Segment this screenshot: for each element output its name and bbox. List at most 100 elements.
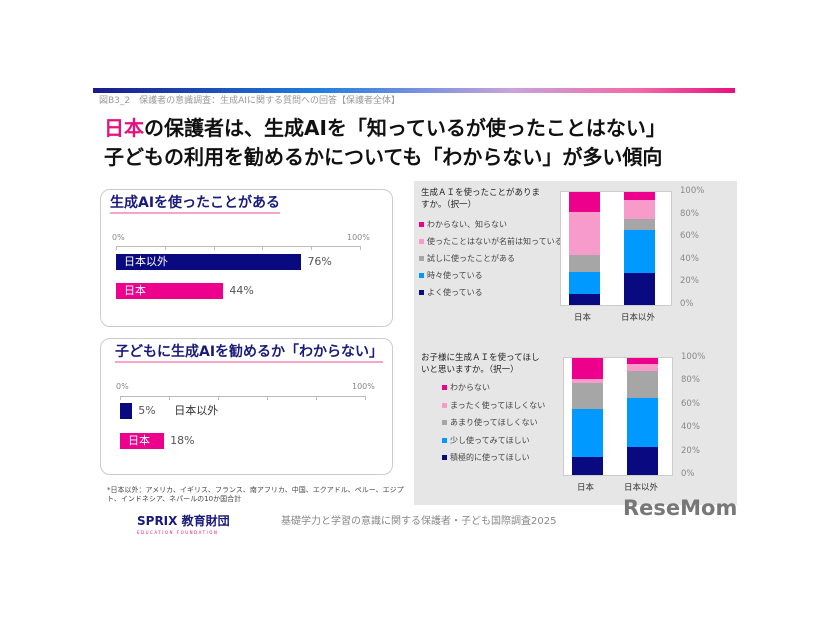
bar-segment [569,293,600,305]
x-axis [120,396,366,400]
legend-item: 試しに使ったことがある [419,254,515,264]
legend-label: 使ったことはないが名前は知っている [427,237,563,246]
bar-japan: 日本 [120,433,165,449]
headline-highlight: 日本 [104,116,144,140]
legend-item: わからない [442,383,490,393]
bar-segment [572,382,603,410]
axis-tick [116,246,117,250]
y-tick-label: 60% [680,231,699,242]
bar-segment [627,397,658,447]
sprix-logo: SPRIX 教育財団 [137,514,230,528]
plot-area [560,191,672,306]
x-tick-label: 日本以外 [624,483,659,493]
bar-category: 日本以外 [124,255,168,268]
chart-question: 生成ＡＩを使ったことがありますか。（択一） [421,188,541,210]
axis-label-min: 0% [116,382,129,391]
bar-japan: 日本 [116,283,224,299]
bar-non-japan [120,403,133,419]
bar-value: 44% [229,284,254,297]
legend-swatch [442,385,447,390]
legend-label: 積極的に使ってほしい [450,453,530,462]
axis-tick [365,396,366,400]
sprix-logo-sub: EDUCATION FOUNDATION [137,530,219,535]
legend-swatch [419,222,424,227]
legend-label: よく使っている [427,288,483,297]
panel-title: 生成AIを使ったことがある [110,195,281,214]
recommend-unknown-panel: 子どもに生成AIを勧めるか「わからない」 0% 100% 5% 日本以外 日本 18% [100,338,393,475]
bar-segment [572,379,603,383]
legend-item: わからない、知らない [419,220,507,230]
legend-label: 時々使っている [427,271,483,280]
axis-tick [311,246,313,250]
x-tick-label: 日本 [577,483,595,493]
bar-non-japan: 日本以外 [116,254,302,270]
axis-tick [120,396,121,400]
used-ai-panel: 生成AIを使ったことがある 0% 100% 日本以外 76% 日本 44% [100,189,393,327]
bar-value: 76% [307,255,332,268]
legend-label: 試しに使ったことがある [427,254,515,263]
legend-label: まったく使ってほしくない [450,400,546,410]
headline-line1: 日本の保護者は、生成AIを「知っているが使ったことはない」 [104,116,666,140]
axis-label-max: 100% [352,382,375,391]
bar-segment [624,230,655,274]
bar-segment [627,358,658,364]
axis-tick [267,396,268,400]
axis-tick [218,396,219,400]
headline-text: の保護者は、生成AIを「知っているが使ったことはない」 [144,116,666,140]
y-tick-label: 60% [681,398,700,409]
chart-question: お子様に生成ＡＩを使ってほしいと思いますか。（択一） [421,353,540,375]
panel-title: 子どもに生成AIを勧めるか「わからない」 [115,344,384,363]
figure-caption: 図B3_2 保護者の意識調査：生成AIに関する質問への回答【保護者全体】 [99,96,400,106]
y-tick-label: 20% [681,445,700,456]
axis-tick [169,396,170,400]
y-tick-label: 40% [681,422,700,433]
bar-segment [569,255,600,273]
y-tick-label: 80% [681,375,700,386]
y-tick-label: 40% [680,253,699,264]
legend-label: わからない、知らない [427,220,507,229]
x-tick-label: 日本 [574,313,592,323]
y-tick-label: 0% [681,469,695,479]
bar-segment [572,457,603,475]
headline-line2: 子どもの利用を勧めるかについても「わからない」が多い傾向 [104,145,663,169]
legend-swatch [442,402,447,408]
footnote: *日本以外：アメリカ、イギリス、フランス、南アフリカ、中国、エクアドル、ペルー、… [107,486,404,503]
legend-swatch [442,455,447,460]
axis-label-max: 100% [347,233,370,242]
bar-segment [572,409,603,458]
bar-segment [569,212,600,256]
legend-swatch [419,256,424,261]
y-tick-label: 80% [680,208,699,219]
bar-category: 日本以外 [174,404,219,417]
legend-label: 少し使ってみてほしい [450,435,530,445]
survey-name: 基礎学力と学習の意識に関する保護者・子ども国際調査2025 [281,516,557,527]
axis-label-min: 0% [112,233,125,242]
gradient-bar [93,88,735,93]
legend-item: まったく使ってほしくない [442,401,545,411]
bar-segment [624,219,655,231]
resemom-watermark: ReseMom [623,496,738,520]
legend-label: あまり使ってほしくない [450,418,538,427]
bar-category: 日本 [128,434,150,447]
x-tick-label: 日本以外 [621,313,656,323]
legend-swatch [419,290,424,295]
y-tick-label: 100% [680,186,705,196]
legend-swatch [419,273,424,278]
legend-item: よく使っている [419,288,483,298]
bar-segment [627,446,658,475]
bar-segment [627,363,658,371]
legend-item: あまり使ってほしくない [442,418,538,428]
legend-item: 使ったことはないが名前は知っている [419,237,563,247]
axis-tick [316,396,317,400]
axis-tick [360,246,361,250]
bar-segment [624,199,655,220]
bar-category: 日本 [124,284,146,297]
y-tick-label: 100% [681,352,706,362]
bar-segment [569,272,600,294]
axis-tick [262,246,264,250]
bar-segment [624,273,655,305]
plot-area [563,357,673,476]
axis-tick [213,246,215,250]
y-tick-label: 20% [680,276,699,287]
axis-tick [164,246,166,250]
